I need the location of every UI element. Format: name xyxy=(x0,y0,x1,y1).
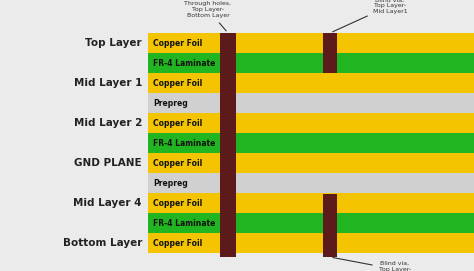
Bar xyxy=(220,33,236,257)
Text: FR-4 Laminate: FR-4 Laminate xyxy=(153,59,215,67)
Bar xyxy=(148,93,474,113)
Text: Bottom Layer: Bottom Layer xyxy=(63,238,142,248)
Text: Blind via,
Top Layer-
Mid Layer1: Blind via, Top Layer- Mid Layer1 xyxy=(333,0,407,32)
Text: Prepreg: Prepreg xyxy=(153,98,188,108)
Text: FR-4 Laminate: FR-4 Laminate xyxy=(153,138,215,147)
Text: Mid Layer 4: Mid Layer 4 xyxy=(73,198,142,208)
Text: Blind via,
Top Layer-
Mid Layer1: Blind via, Top Layer- Mid Layer1 xyxy=(333,257,412,271)
Bar xyxy=(323,194,337,257)
Bar xyxy=(148,133,474,153)
Bar xyxy=(148,193,474,213)
Text: Copper Foil: Copper Foil xyxy=(153,159,202,167)
Bar xyxy=(148,233,474,253)
Text: Copper Foil: Copper Foil xyxy=(153,118,202,127)
Bar xyxy=(148,173,474,193)
Text: Copper Foil: Copper Foil xyxy=(153,38,202,47)
Text: GND PLANE: GND PLANE xyxy=(74,158,142,168)
Text: Top Layer: Top Layer xyxy=(85,38,142,48)
Text: Copper Foil: Copper Foil xyxy=(153,79,202,88)
Text: Copper Foil: Copper Foil xyxy=(153,238,202,247)
Bar xyxy=(148,73,474,93)
Text: Mid Layer 2: Mid Layer 2 xyxy=(73,118,142,128)
Text: Copper Foil: Copper Foil xyxy=(153,198,202,208)
Bar xyxy=(148,53,474,73)
Text: FR-4 Laminate: FR-4 Laminate xyxy=(153,218,215,227)
Text: Through holes,
Top Layer-
Bottom Layer: Through holes, Top Layer- Bottom Layer xyxy=(184,1,231,31)
Bar xyxy=(148,33,474,53)
Bar xyxy=(148,113,474,133)
Bar xyxy=(148,213,474,233)
Text: Prepreg: Prepreg xyxy=(153,179,188,188)
Text: Mid Layer 1: Mid Layer 1 xyxy=(73,78,142,88)
Bar xyxy=(323,33,337,73)
Bar xyxy=(148,153,474,173)
